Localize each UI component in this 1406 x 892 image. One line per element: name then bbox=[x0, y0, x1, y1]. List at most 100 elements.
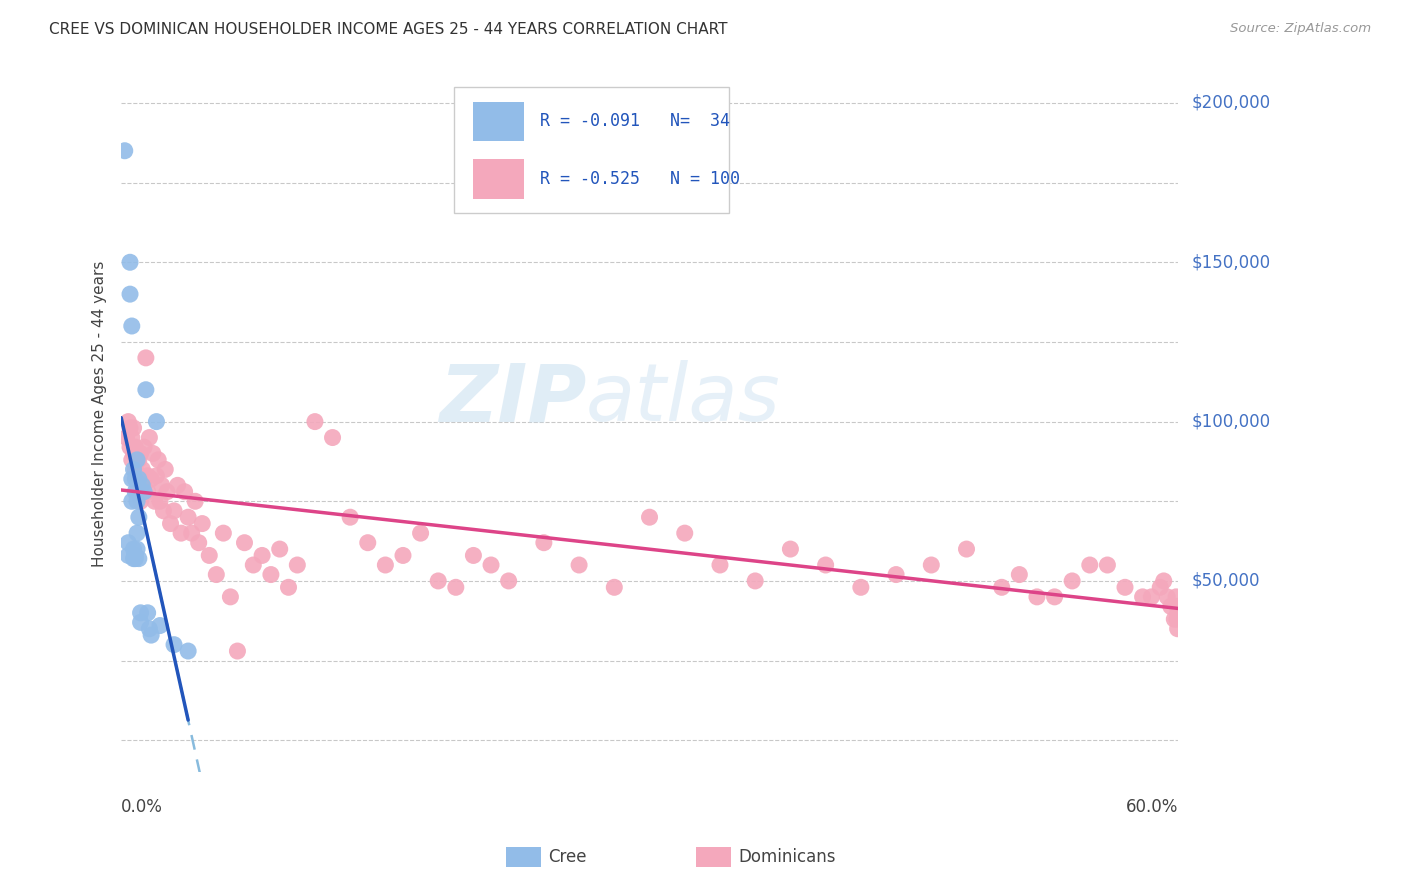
Text: 60.0%: 60.0% bbox=[1125, 797, 1178, 815]
Point bbox=[374, 558, 396, 572]
Point bbox=[121, 453, 143, 467]
Point bbox=[603, 580, 626, 594]
Point bbox=[136, 484, 159, 499]
Point bbox=[129, 606, 152, 620]
Point bbox=[117, 415, 139, 429]
Point bbox=[122, 542, 145, 557]
Point bbox=[1078, 558, 1101, 572]
Point bbox=[533, 535, 555, 549]
Point bbox=[1132, 590, 1154, 604]
Point bbox=[149, 494, 172, 508]
Point bbox=[1166, 612, 1188, 626]
Point bbox=[1167, 622, 1189, 636]
Point bbox=[1026, 590, 1049, 604]
Point bbox=[114, 144, 136, 158]
Bar bbox=[472, 159, 524, 199]
Point bbox=[1008, 567, 1031, 582]
Point bbox=[128, 551, 150, 566]
Point bbox=[409, 526, 432, 541]
Point bbox=[1062, 574, 1084, 588]
Point bbox=[212, 526, 235, 541]
Point bbox=[138, 622, 160, 636]
Point bbox=[392, 549, 415, 563]
Point bbox=[184, 494, 207, 508]
Point bbox=[198, 549, 221, 563]
Point bbox=[463, 549, 485, 563]
Point bbox=[121, 472, 143, 486]
Y-axis label: Householder Income Ages 25 - 44 years: Householder Income Ages 25 - 44 years bbox=[93, 260, 107, 566]
Point bbox=[115, 431, 138, 445]
Point bbox=[187, 535, 209, 549]
Point bbox=[339, 510, 361, 524]
Text: Dominicans: Dominicans bbox=[738, 848, 835, 866]
Point bbox=[269, 542, 291, 557]
Point bbox=[152, 504, 174, 518]
Text: $100,000: $100,000 bbox=[1192, 413, 1271, 431]
Point bbox=[121, 494, 143, 508]
Point bbox=[1114, 580, 1136, 594]
Point bbox=[163, 504, 186, 518]
Point bbox=[156, 484, 179, 499]
Point bbox=[122, 421, 145, 435]
Point bbox=[163, 638, 186, 652]
Point bbox=[131, 462, 153, 476]
Point bbox=[849, 580, 872, 594]
Point bbox=[177, 510, 200, 524]
Point bbox=[149, 618, 172, 632]
Text: CREE VS DOMINICAN HOUSEHOLDER INCOME AGES 25 - 44 YEARS CORRELATION CHART: CREE VS DOMINICAN HOUSEHOLDER INCOME AGE… bbox=[49, 22, 728, 37]
Point bbox=[122, 462, 145, 476]
Point bbox=[132, 440, 155, 454]
Text: atlas: atlas bbox=[586, 360, 780, 438]
Point bbox=[322, 431, 344, 445]
Point bbox=[1153, 574, 1175, 588]
Bar bbox=[454, 87, 728, 213]
Point bbox=[1149, 580, 1171, 594]
Point bbox=[122, 446, 145, 460]
Text: $50,000: $50,000 bbox=[1192, 572, 1260, 590]
Point bbox=[128, 453, 150, 467]
Point bbox=[121, 431, 143, 445]
Point bbox=[125, 484, 148, 499]
Point bbox=[1043, 590, 1066, 604]
Bar bbox=[472, 102, 524, 141]
Point bbox=[779, 542, 801, 557]
Point bbox=[136, 606, 159, 620]
Text: 0.0%: 0.0% bbox=[121, 797, 163, 815]
Point bbox=[180, 526, 202, 541]
Point bbox=[673, 526, 696, 541]
Point bbox=[141, 628, 163, 642]
Point bbox=[250, 549, 273, 563]
Point bbox=[233, 535, 256, 549]
Point bbox=[124, 472, 146, 486]
Point bbox=[124, 551, 146, 566]
Point bbox=[131, 478, 153, 492]
Point bbox=[920, 558, 942, 572]
Point bbox=[568, 558, 591, 572]
Point bbox=[145, 468, 167, 483]
Text: R = -0.525   N = 100: R = -0.525 N = 100 bbox=[540, 169, 740, 188]
Point bbox=[1166, 599, 1188, 614]
Point bbox=[118, 421, 141, 435]
Point bbox=[955, 542, 977, 557]
Point bbox=[125, 542, 148, 557]
Point bbox=[709, 558, 731, 572]
Point bbox=[155, 462, 177, 476]
Point bbox=[357, 535, 380, 549]
Point bbox=[285, 558, 308, 572]
Point bbox=[638, 510, 661, 524]
Point bbox=[129, 446, 152, 460]
Point bbox=[125, 526, 148, 541]
Point bbox=[219, 590, 242, 604]
Point bbox=[177, 644, 200, 658]
Point bbox=[260, 567, 283, 582]
Point bbox=[173, 484, 195, 499]
Point bbox=[304, 415, 326, 429]
Point bbox=[128, 510, 150, 524]
Point bbox=[191, 516, 214, 531]
Text: Cree: Cree bbox=[548, 848, 586, 866]
Point bbox=[125, 494, 148, 508]
Point bbox=[138, 431, 160, 445]
Point bbox=[1160, 599, 1182, 614]
Point bbox=[129, 615, 152, 630]
Point bbox=[124, 462, 146, 476]
